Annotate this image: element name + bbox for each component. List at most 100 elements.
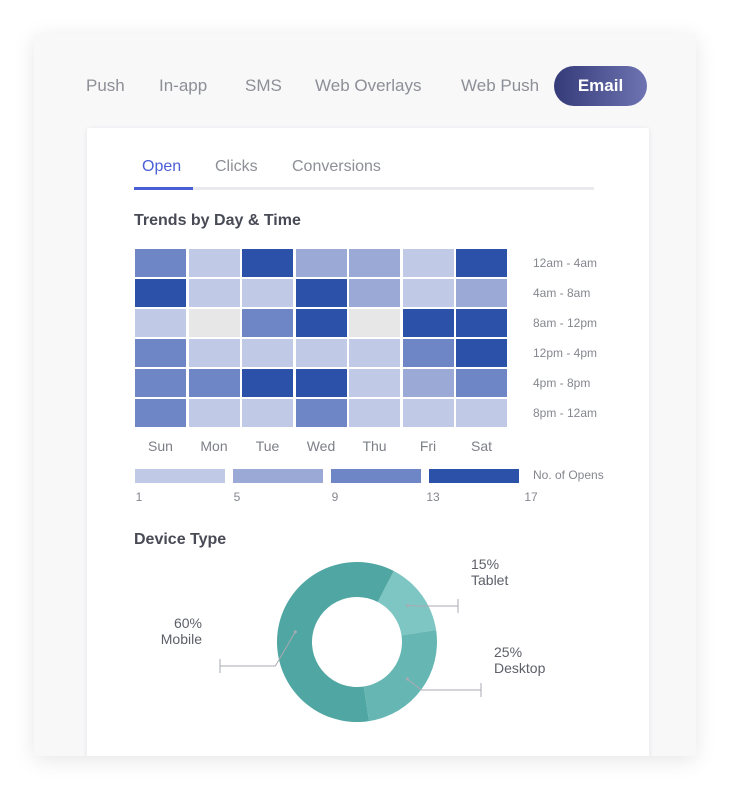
time-label-3: 12pm - 4pm	[533, 346, 598, 360]
subtab-clicks[interactable]: Clicks	[215, 158, 258, 175]
heatmap-cell-mon-2	[188, 309, 240, 337]
heatmap-cell-fri-3	[402, 339, 454, 367]
heatmap-cell-sun-4	[135, 369, 186, 397]
heatmap-cell-mon-3	[188, 339, 240, 367]
legend-tick-1: 1	[135, 490, 143, 504]
tab-sms[interactable]: SMS	[245, 76, 282, 95]
heatmap-cell-tue-3	[242, 339, 293, 367]
device-type-title: Device Type	[134, 531, 227, 548]
heatmap-cell-mon-1	[188, 279, 240, 307]
heatmap-cell-fri-1	[402, 279, 454, 307]
heatmap-cell-mon-4	[188, 369, 240, 397]
subtab-open[interactable]: Open	[142, 158, 182, 175]
heatmap-cell-sat-5	[456, 399, 507, 427]
heatmap-cell-fri-4	[402, 369, 454, 397]
donut-slice-mobile	[277, 562, 394, 722]
legend-swatch-2	[233, 469, 323, 483]
day-label-tue: Tue	[255, 438, 280, 454]
time-label-0: 12am - 4am	[533, 256, 598, 270]
legend-swatch-1	[135, 469, 225, 483]
day-label-wed: Wed	[306, 438, 336, 454]
heatmap-cell-fri-5	[402, 399, 454, 427]
mobile-pct: 60%	[173, 615, 202, 631]
heatmap-cell-thu-3	[349, 339, 400, 367]
heatmap-cell-sun-0	[135, 249, 186, 277]
heatmap-cell-wed-3	[295, 339, 347, 367]
heatmap-cell-sun-3	[135, 339, 186, 367]
tab-web-overlays[interactable]: Web Overlays	[315, 76, 422, 95]
day-label-thu: Thu	[362, 438, 387, 454]
leader-line-desktop	[407, 678, 481, 691]
desktop-pct: 25%	[494, 644, 523, 660]
donut-slice-tablet	[377, 570, 437, 636]
heatmap-cell-thu-2	[349, 309, 400, 337]
time-label-2: 8am - 12pm	[533, 316, 598, 330]
time-label-1: 4am - 8am	[533, 286, 591, 300]
heatmap-cell-sat-2	[456, 309, 507, 337]
channel-tabs: Push In-app SMS Web Overlays Web Push Em…	[34, 66, 696, 106]
legend-tick-9: 9	[331, 490, 339, 504]
legend-tick-5: 5	[233, 490, 241, 504]
heatmap-cell-thu-0	[349, 249, 400, 277]
heatmap-cell-sun-1	[135, 279, 186, 307]
metric-subtabs: Open Clicks Conversions	[134, 148, 594, 190]
heatmap-cell-wed-5	[295, 399, 347, 427]
tab-in-app[interactable]: In-app	[159, 76, 208, 95]
heatmap-title: Trends by Day & Time	[134, 212, 301, 229]
tab-push[interactable]: Push	[86, 76, 125, 95]
heatmap-cell-wed-0	[295, 249, 347, 277]
day-label-sat: Sat	[470, 438, 492, 454]
tab-email[interactable]: Email	[554, 66, 647, 106]
legend-swatch-4	[429, 469, 519, 483]
heatmap-cell-fri-0	[402, 249, 454, 277]
subtab-active-indicator	[134, 187, 193, 190]
leader-dot-desktop	[405, 677, 409, 681]
day-label-mon: Mon	[200, 438, 228, 454]
heatmap-cell-tue-4	[242, 369, 293, 397]
heatmap-cell-thu-5	[349, 399, 400, 427]
tab-web-push[interactable]: Web Push	[461, 76, 540, 95]
heatmap-cell-mon-0	[188, 249, 240, 277]
tablet-label: 15% Tablet	[471, 556, 508, 588]
heatmap-cell-wed-2	[295, 309, 347, 337]
heatmap-cell-tue-0	[242, 249, 293, 277]
desktop-label: 25% Desktop	[494, 644, 545, 676]
heatmap-cell-tue-2	[242, 309, 293, 337]
time-label-5: 8pm - 12am	[533, 406, 598, 420]
subtab-conversions[interactable]: Conversions	[292, 158, 381, 175]
heatmap-cell-sat-1	[456, 279, 507, 307]
donut-slice-desktop	[363, 629, 437, 722]
heatmap-cell-sat-4	[456, 369, 507, 397]
leader-dot-tablet	[406, 604, 410, 608]
heatmap-cell-thu-4	[349, 369, 400, 397]
report-card: Open Clicks Conversions Trends by Day & …	[87, 128, 649, 756]
mobile-label: 60% Mobile	[159, 615, 202, 647]
legend-tick-13: 13	[426, 490, 440, 504]
heatmap-cell-tue-1	[242, 279, 293, 307]
heatmap-cell-wed-4	[295, 369, 347, 397]
leader-line-mobile	[220, 631, 296, 667]
legend-tick-17: 17	[524, 490, 538, 504]
subtab-baseline	[134, 187, 594, 190]
desktop-name: Desktop	[494, 660, 546, 676]
heatmap-cell-sat-0	[456, 249, 507, 277]
leader-dot-mobile	[293, 630, 297, 634]
day-label-sun: Sun	[148, 438, 173, 454]
tablet-name: Tablet	[471, 572, 509, 588]
legend-title: No. of Opens	[533, 468, 604, 482]
heatmap-cell-mon-5	[188, 399, 240, 427]
heatmap-cell-fri-2	[402, 309, 454, 337]
heatmap-cell-wed-1	[295, 279, 347, 307]
heatmap-cell-sun-2	[135, 309, 186, 337]
heatmap-cell-thu-1	[349, 279, 400, 307]
mobile-name: Mobile	[160, 631, 202, 647]
analytics-panel: Push In-app SMS Web Overlays Web Push Em…	[34, 34, 696, 756]
heatmap-cell-sat-3	[456, 339, 507, 367]
heatmap-cell-sun-5	[135, 399, 186, 427]
tablet-pct: 15%	[471, 556, 500, 572]
legend-swatch-3	[331, 469, 421, 483]
day-label-fri: Fri	[419, 438, 437, 454]
device-donut-chart	[219, 562, 482, 722]
time-label-4: 4pm - 8pm	[533, 376, 591, 390]
heatmap-cell-tue-5	[242, 399, 293, 427]
